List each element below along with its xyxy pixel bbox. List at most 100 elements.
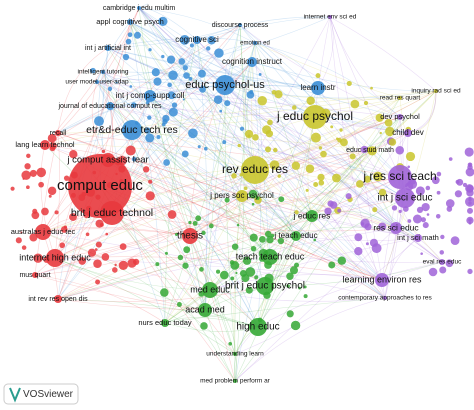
minor-node bbox=[131, 102, 137, 108]
edge bbox=[129, 21, 297, 237]
minor-node bbox=[345, 193, 352, 200]
minor-node bbox=[49, 145, 56, 152]
node-label: discourse process bbox=[212, 22, 269, 29]
edge bbox=[138, 7, 226, 86]
minor-node bbox=[407, 165, 411, 169]
edge bbox=[109, 61, 253, 107]
minor-node bbox=[286, 272, 294, 280]
minor-node bbox=[20, 231, 23, 234]
minor-node bbox=[239, 126, 245, 131]
minor-node bbox=[330, 125, 334, 129]
edge bbox=[224, 84, 401, 100]
node bbox=[367, 147, 373, 153]
node bbox=[397, 114, 403, 120]
minor-node bbox=[153, 77, 162, 86]
minor-node bbox=[426, 213, 430, 216]
node bbox=[311, 81, 325, 95]
edge bbox=[234, 237, 419, 355]
edge bbox=[34, 235, 191, 276]
node-label: int j sci math bbox=[397, 233, 439, 242]
minor-node bbox=[346, 80, 352, 87]
edge bbox=[57, 132, 313, 217]
node-label: australas j educ tec bbox=[11, 227, 76, 236]
minor-node bbox=[237, 143, 241, 148]
edge bbox=[54, 257, 206, 311]
minor-node bbox=[161, 54, 165, 59]
edge bbox=[111, 61, 253, 214]
edge bbox=[111, 116, 316, 214]
edge bbox=[131, 129, 401, 178]
minor-node bbox=[105, 232, 109, 236]
minor-node bbox=[131, 156, 137, 162]
minor-node bbox=[26, 185, 30, 190]
edge bbox=[57, 235, 297, 300]
edge bbox=[42, 21, 131, 233]
edge bbox=[42, 39, 198, 233]
minor-node bbox=[356, 180, 364, 188]
minor-node bbox=[415, 186, 425, 196]
minor-node bbox=[99, 222, 104, 227]
logo-text: VOSviewer bbox=[23, 389, 74, 400]
minor-node bbox=[235, 271, 238, 275]
minor-node bbox=[363, 100, 369, 106]
minor-node bbox=[303, 294, 308, 299]
minor-node bbox=[273, 147, 278, 153]
minor-node bbox=[142, 166, 150, 173]
nodes bbox=[32, 6, 445, 383]
edge bbox=[44, 24, 241, 146]
minor-node bbox=[145, 133, 155, 143]
edge bbox=[129, 21, 243, 197]
edge bbox=[107, 159, 386, 299]
node bbox=[375, 273, 389, 287]
edge bbox=[189, 235, 443, 263]
edge bbox=[329, 16, 386, 299]
minor-node bbox=[305, 188, 309, 192]
edge bbox=[96, 78, 226, 86]
minor-node bbox=[48, 194, 52, 198]
edge bbox=[42, 227, 191, 237]
edge bbox=[44, 90, 437, 146]
minor-node bbox=[171, 102, 178, 108]
minor-node bbox=[363, 175, 372, 183]
minor-node bbox=[421, 202, 430, 212]
minor-node bbox=[289, 266, 298, 275]
node-label: lang learn technol bbox=[15, 140, 75, 149]
edge bbox=[234, 61, 253, 382]
minor-node bbox=[208, 223, 214, 229]
minor-node bbox=[310, 132, 321, 143]
minor-node bbox=[147, 115, 152, 120]
minor-node bbox=[32, 208, 38, 214]
minor-node bbox=[467, 164, 473, 171]
edge bbox=[57, 132, 383, 281]
logo-box bbox=[3, 383, 79, 405]
minor-node bbox=[269, 160, 280, 170]
minor-node bbox=[54, 210, 59, 215]
minor-node bbox=[364, 223, 372, 231]
minor-node bbox=[294, 210, 299, 215]
edge bbox=[96, 81, 191, 237]
minor-node bbox=[231, 243, 239, 251]
minor-node bbox=[188, 128, 198, 139]
minor-node bbox=[162, 118, 168, 125]
minor-node bbox=[467, 207, 473, 214]
node bbox=[249, 318, 267, 336]
edge bbox=[233, 195, 243, 355]
logo-icon bbox=[9, 387, 21, 403]
minor-node bbox=[38, 181, 44, 188]
minor-node bbox=[195, 215, 202, 222]
edge bbox=[129, 21, 236, 355]
edge bbox=[295, 226, 419, 239]
edge bbox=[149, 95, 386, 299]
edge bbox=[44, 144, 256, 171]
edge bbox=[384, 237, 419, 299]
minor-node bbox=[133, 31, 141, 39]
edge bbox=[204, 90, 437, 311]
minor-node bbox=[15, 237, 22, 244]
edge bbox=[234, 297, 386, 382]
minor-node bbox=[148, 48, 152, 52]
minor-node bbox=[174, 232, 179, 236]
minor-node bbox=[306, 96, 315, 105]
minor-node bbox=[327, 200, 334, 207]
minor-node bbox=[224, 100, 231, 107]
minor-node bbox=[388, 138, 397, 146]
